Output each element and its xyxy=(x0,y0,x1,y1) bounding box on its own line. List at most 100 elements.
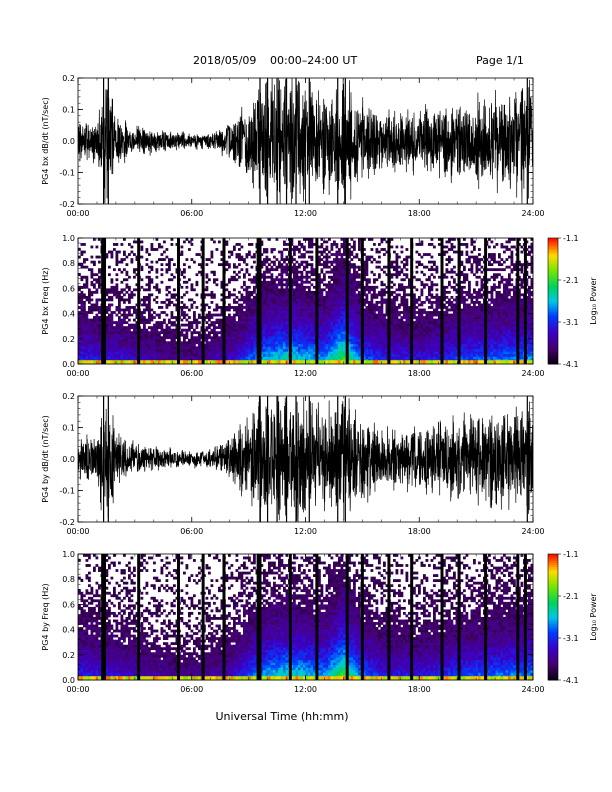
heatmap-cell xyxy=(265,326,269,330)
heatmap-cell xyxy=(385,301,389,304)
heatmap-cell xyxy=(420,346,424,350)
y-tick-label: 0.2 xyxy=(62,74,75,83)
heatmap-cell xyxy=(238,248,241,251)
heatmap-cell xyxy=(275,306,279,309)
heatmap-cell xyxy=(105,255,109,259)
heatmap-cell xyxy=(263,328,266,332)
heatmap-cell xyxy=(298,301,301,304)
heatmap-cell xyxy=(120,328,124,332)
heatmap-cell xyxy=(130,293,134,297)
heatmap-cell xyxy=(120,288,124,292)
heatmap-cell xyxy=(128,338,131,342)
heatmap-cell xyxy=(435,336,439,340)
heatmap-cell xyxy=(438,328,441,332)
heatmap-cell xyxy=(423,253,426,256)
heatmap-cell xyxy=(238,311,241,314)
heatmap-cell xyxy=(333,295,336,299)
heatmap-cell xyxy=(118,316,121,319)
heatmap-cell xyxy=(263,275,266,279)
heatmap-cell xyxy=(173,356,176,360)
heatmap-cell xyxy=(210,250,214,254)
heatmap-cell xyxy=(415,341,419,345)
heatmap-cell xyxy=(168,265,171,269)
heatmap-cell xyxy=(83,338,86,342)
heatmap-cell xyxy=(318,275,321,279)
heatmap-cell xyxy=(213,323,216,327)
heatmap-cell xyxy=(278,298,281,302)
heatmap-cell xyxy=(240,328,244,332)
heatmap-cell xyxy=(78,323,81,327)
heatmap-cell xyxy=(85,348,89,352)
heatmap-cell xyxy=(373,313,376,317)
heatmap-cell xyxy=(295,285,299,289)
heatmap-cell xyxy=(300,321,304,324)
x-tick-label: 24:00 xyxy=(521,209,544,218)
heatmap-cell xyxy=(98,283,101,287)
heatmap-cell xyxy=(173,316,176,319)
heatmap-cell xyxy=(413,338,416,342)
heatmap-cell xyxy=(373,306,376,309)
heatmap-cell xyxy=(183,328,186,332)
heatmap-cell xyxy=(208,313,211,317)
heatmap-cell xyxy=(303,248,306,251)
heatmap-cell xyxy=(293,265,296,269)
heatmap-cell xyxy=(240,333,244,337)
heatmap-cell xyxy=(343,343,346,347)
heatmap-cell xyxy=(208,258,211,261)
heatmap-cell xyxy=(328,270,331,274)
heatmap-cell xyxy=(335,283,339,287)
heatmap-cell xyxy=(213,336,216,340)
heatmap-cell xyxy=(123,258,126,261)
heatmap-cell xyxy=(263,316,266,319)
heatmap-cell xyxy=(160,326,164,330)
heatmap-cell xyxy=(250,308,254,312)
heatmap-cell xyxy=(333,316,336,319)
heatmap-cell xyxy=(353,270,356,274)
heatmap-cell xyxy=(295,280,299,284)
heatmap-cell xyxy=(88,341,91,345)
heatmap-cell xyxy=(330,308,334,312)
heatmap-cell xyxy=(378,306,381,309)
heatmap-cell xyxy=(140,333,144,337)
heatmap-cell xyxy=(303,346,306,350)
heatmap-cell xyxy=(330,290,334,294)
heatmap-cell xyxy=(155,331,159,335)
heatmap-cell xyxy=(283,356,286,360)
heatmap-cell xyxy=(238,338,241,342)
heatmap-cell xyxy=(340,285,344,289)
heatmap-cell xyxy=(335,278,339,282)
heatmap-cell xyxy=(270,298,274,302)
heatmap-cell xyxy=(183,356,186,360)
heatmap-cell xyxy=(78,295,81,299)
heatmap-cell xyxy=(95,280,99,284)
heatmap-cell xyxy=(310,268,314,272)
heatmap-cell xyxy=(385,308,389,312)
heatmap-cell xyxy=(415,288,419,292)
heatmap-cell xyxy=(348,326,351,330)
heatmap-cell xyxy=(285,295,289,299)
heatmap-cell xyxy=(290,283,294,287)
heatmap-cell xyxy=(115,348,119,352)
heatmap-cell xyxy=(290,290,294,294)
heatmap-cell xyxy=(385,346,389,350)
heatmap-cell xyxy=(158,306,161,309)
heatmap-cell xyxy=(350,288,354,292)
heatmap-cell xyxy=(195,346,199,350)
heatmap-cell xyxy=(393,268,396,272)
heatmap-cell xyxy=(335,260,339,264)
heatmap-cell xyxy=(330,278,334,282)
heatmap-cell xyxy=(403,298,406,302)
heatmap-cell xyxy=(260,260,264,264)
heatmap-cell xyxy=(115,321,119,324)
heatmap-cell xyxy=(295,356,299,360)
heatmap-cell xyxy=(420,338,424,342)
heatmap-cell xyxy=(123,238,126,241)
heatmap-cell xyxy=(338,328,341,332)
heatmap-cell xyxy=(148,351,151,355)
heatmap-cell xyxy=(298,356,301,360)
heatmap-cell xyxy=(243,336,246,340)
heatmap-cell xyxy=(250,348,254,352)
heatmap-cell xyxy=(285,351,289,355)
heatmap-cell xyxy=(105,311,109,314)
heatmap-cell xyxy=(238,323,241,327)
